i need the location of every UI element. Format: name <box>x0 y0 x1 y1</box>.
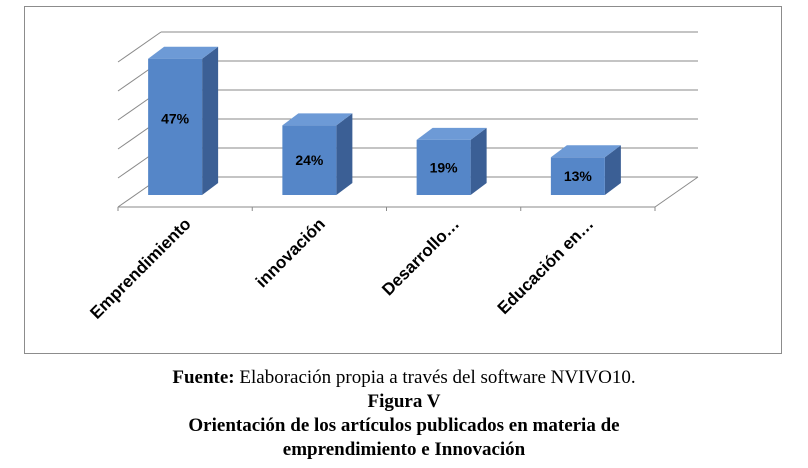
floor-right-edge <box>654 176 699 208</box>
grid-lines <box>117 31 699 211</box>
bar <box>550 157 605 195</box>
source-caption: Fuente: Elaboración propia a través del … <box>0 367 808 389</box>
data-label: 24% <box>295 152 324 168</box>
figure-label: Figura V <box>367 391 441 412</box>
gridline-depth <box>117 31 162 63</box>
category-tick-labels: Emprendimiento innovación Desarrollo… Educa… <box>86 214 597 322</box>
bar <box>282 125 337 195</box>
data-label: 47% <box>161 111 190 127</box>
data-labels: 47% 24% 19% 13% <box>161 111 592 184</box>
bar-chart: 47% 24% 19% 13% Emprendimiento innovación Des… <box>86 31 699 323</box>
source-label: Fuente: <box>172 367 235 388</box>
bar-top <box>550 145 621 158</box>
bars <box>148 46 621 196</box>
bar <box>416 139 471 195</box>
data-label: 13% <box>564 168 593 184</box>
category-tick-label: Desarrollo… <box>378 214 463 299</box>
bar-top <box>282 113 353 126</box>
bar-side <box>336 113 353 195</box>
bar <box>148 58 203 196</box>
bar-side <box>202 46 219 196</box>
bar-side <box>604 145 621 195</box>
bar-side <box>470 127 487 195</box>
chart-frame: 47% 24% 19% 13% Emprendimiento innovación Des… <box>24 6 782 354</box>
category-tick-label: innovación <box>252 214 329 291</box>
figure-title-line-2: emprendimiento e Innovación <box>282 439 526 460</box>
source-text: Elaboración propia a través del software… <box>234 367 636 388</box>
category-tick-label: Emprendimiento <box>86 214 194 322</box>
bar-top <box>148 46 219 59</box>
data-label: 19% <box>430 159 459 175</box>
figure-title-line-1: Orientación de los artículos publicados … <box>188 415 620 436</box>
bar-top <box>416 127 487 140</box>
category-tick-label: Educación en… <box>494 214 598 318</box>
